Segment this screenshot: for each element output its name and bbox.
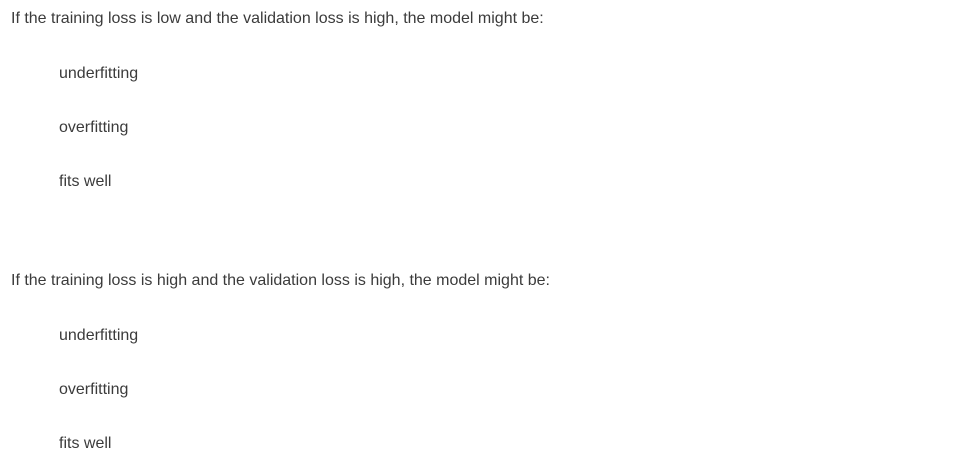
question-1-option-underfitting[interactable]: underfitting (59, 65, 139, 82)
question-2-prompt: If the training loss is high and the val… (11, 272, 550, 289)
question-2-option-fits-well[interactable]: fits well (59, 435, 112, 452)
question-1-option-overfitting[interactable]: overfitting (59, 119, 129, 136)
question-1-option-fits-well[interactable]: fits well (59, 173, 112, 190)
question-1-prompt: If the training loss is low and the vali… (11, 10, 544, 27)
question-2-option-overfitting[interactable]: overfitting (59, 381, 129, 398)
question-2-option-underfitting[interactable]: underfitting (59, 327, 139, 344)
